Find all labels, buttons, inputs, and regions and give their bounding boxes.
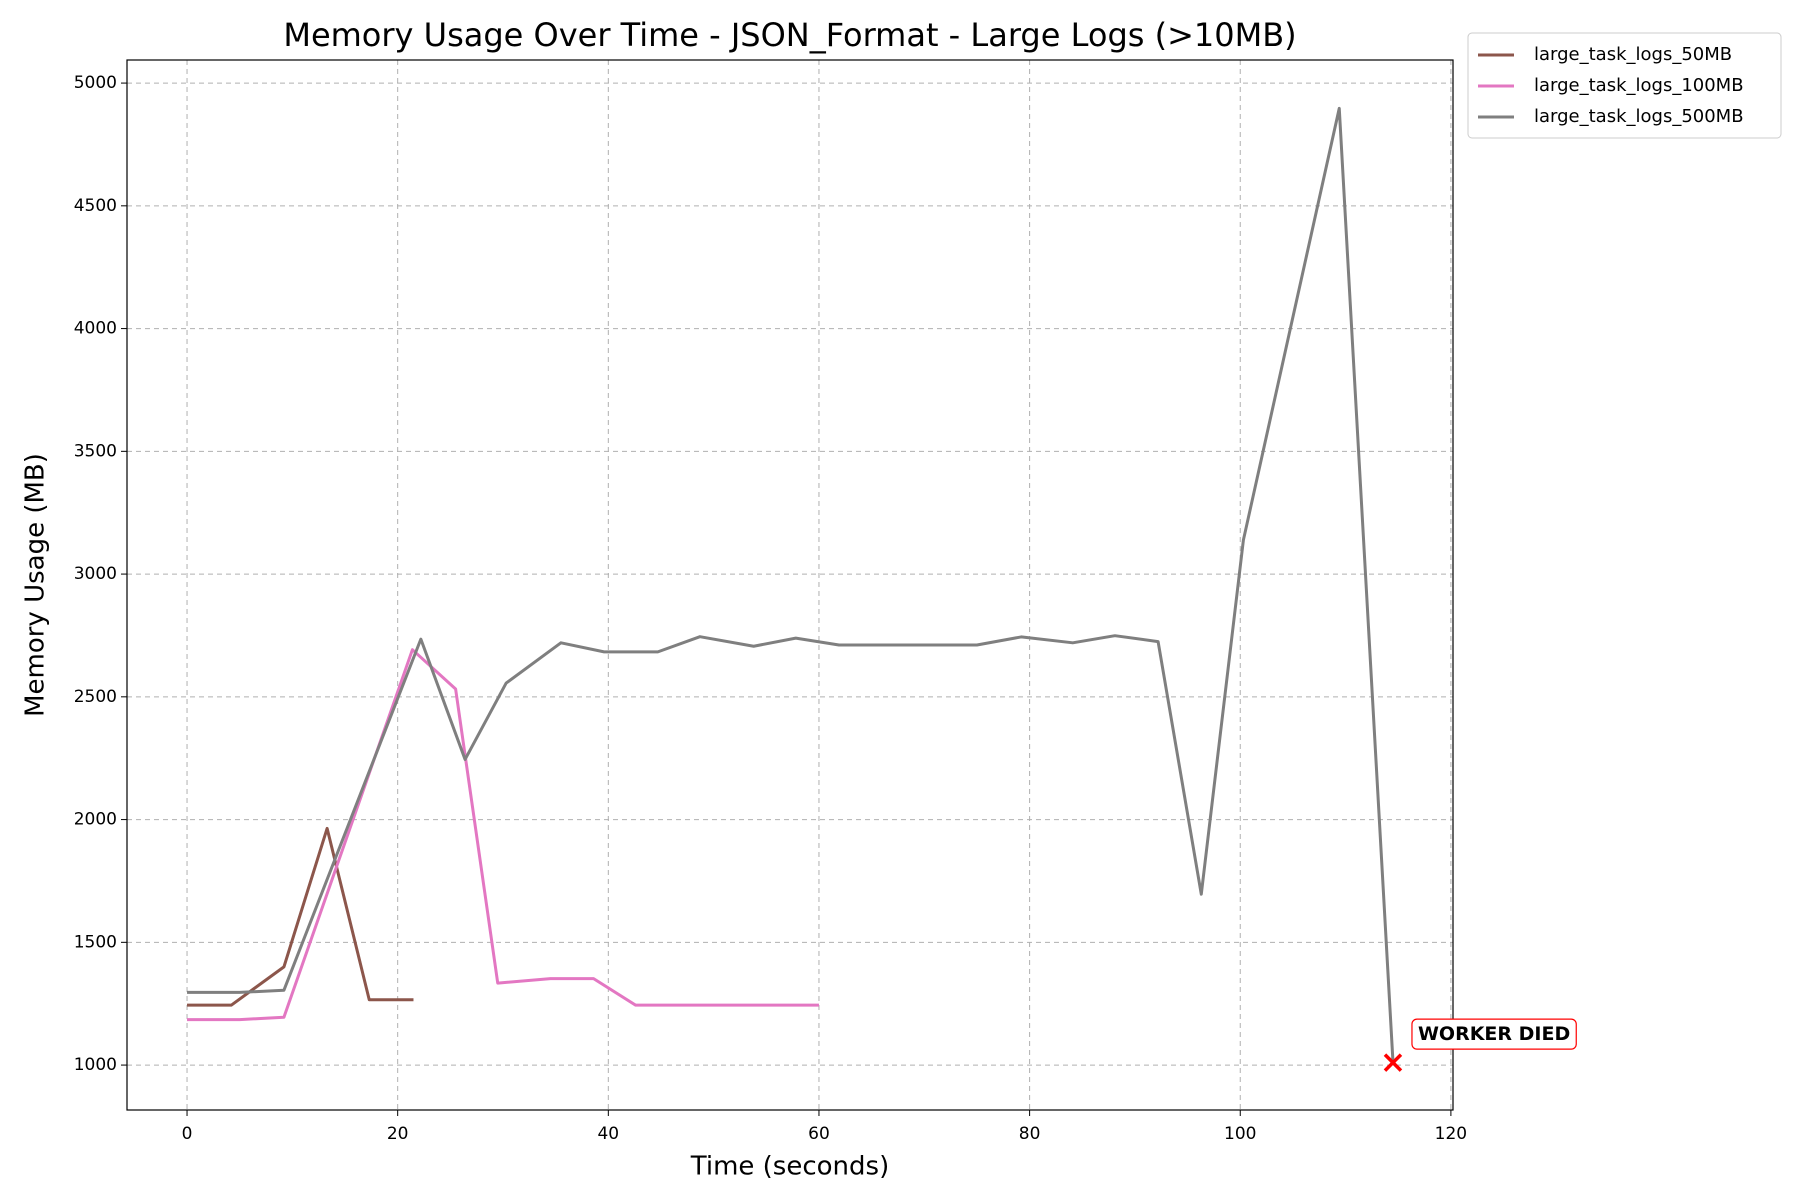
y-tick-label: 1000 <box>74 1055 117 1075</box>
y-axis-label: Memory Usage (MB) <box>21 453 51 717</box>
x-tick-label: 80 <box>1019 1124 1041 1144</box>
legend-box <box>1467 32 1782 139</box>
x-axis-label: Time (seconds) <box>690 1152 889 1182</box>
series-line <box>187 826 414 1007</box>
legend-label: large_task_logs_100MB <box>1534 75 1744 96</box>
failure-marker <box>1383 1053 1403 1072</box>
y-tick-label: 5000 <box>74 73 117 93</box>
y-tick-label: 1500 <box>74 932 117 952</box>
y-tick-label: 2000 <box>74 810 117 830</box>
y-tick-label: 4500 <box>74 196 117 216</box>
y-tick-label: 3500 <box>74 441 117 461</box>
legend-label: large_task_logs_500MB <box>1534 106 1744 127</box>
legend-label: large_task_logs_50MB <box>1534 44 1732 65</box>
x-tick-label: 60 <box>808 1124 830 1144</box>
series-line <box>187 106 1395 1062</box>
x-tick-label: 100 <box>1224 1124 1256 1144</box>
y-tick-label: 2500 <box>74 687 117 707</box>
annotation-box <box>1411 1018 1577 1050</box>
y-tick-label: 4000 <box>74 319 117 339</box>
series-line <box>187 648 819 1022</box>
x-tick-label: 120 <box>1435 1124 1467 1144</box>
y-tick-label: 3000 <box>74 564 117 584</box>
annotation: WORKER DIED <box>1411 1018 1577 1050</box>
x-tick-label: 0 <box>182 1124 193 1144</box>
x-tick-label: 40 <box>597 1124 619 1144</box>
chart-title: Memory Usage Over Time - JSON_Format - L… <box>283 16 1296 54</box>
x-tick-label: 20 <box>387 1124 409 1144</box>
plot-frame <box>126 59 1454 1111</box>
legend: large_task_logs_50MB large_task_logs_100M… <box>1467 32 1782 139</box>
annotation-text: WORKER DIED <box>1418 1023 1570 1045</box>
